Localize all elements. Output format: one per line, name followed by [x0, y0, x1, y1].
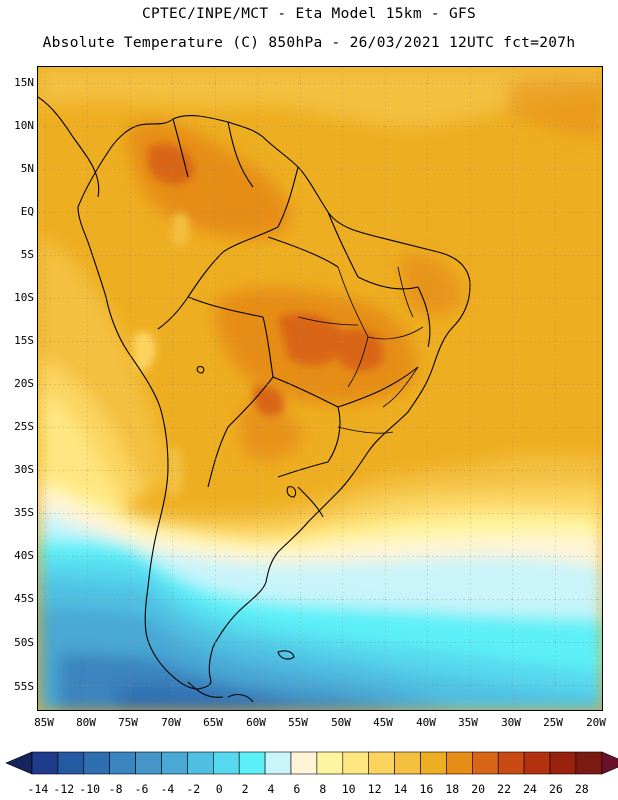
colorbar-swatch — [342, 751, 369, 775]
lon-label: 85W — [34, 716, 54, 729]
colorbar-tick-label: 26 — [548, 782, 563, 796]
colorbar-swatch — [83, 751, 111, 775]
colorbar-tick-label: 4 — [267, 782, 275, 796]
colorbar-swatch — [497, 751, 525, 775]
lat-label: 50S — [14, 636, 34, 649]
colorbar-swatch — [264, 751, 292, 775]
colorbar — [5, 751, 618, 775]
colorbar-swatch — [368, 751, 395, 775]
lon-label: 50W — [331, 716, 351, 729]
colorbar-tick-label: 0 — [215, 782, 223, 796]
colorbar-tick-label: 14 — [393, 782, 408, 796]
colorbar-tick-label: 8 — [319, 782, 327, 796]
lon-label: 25W — [543, 716, 563, 729]
colorbar-tick-label: 6 — [293, 782, 301, 796]
colorbar-swatch — [316, 751, 344, 775]
colorbar-tick-label: -2 — [186, 782, 201, 796]
lon-label: 30W — [501, 716, 521, 729]
lat-label: 20S — [14, 377, 34, 390]
lat-label: EQ — [20, 205, 34, 218]
map-canvas — [38, 67, 602, 710]
colorbar-swatch — [238, 751, 266, 775]
lat-label: 55S — [14, 680, 34, 693]
colorbar-tick-label: -14 — [27, 782, 49, 796]
colorbar-swatch — [549, 751, 577, 775]
lat-label: 45S — [14, 592, 34, 605]
colorbar-tick-label: -6 — [134, 782, 149, 796]
map-title: CPTEC/INPE/MCT - Eta Model 15km - GFS — [141, 6, 477, 22]
colorbar-swatch — [161, 751, 188, 775]
colorbar-tick-label: -10 — [79, 782, 101, 796]
colorbar-swatch — [187, 751, 214, 775]
lon-label: 40W — [416, 716, 436, 729]
lon-label: 35W — [458, 716, 478, 729]
colorbar-tick-label: 20 — [471, 782, 486, 796]
lat-label: 30S — [14, 463, 34, 476]
lat-label: 35S — [14, 506, 34, 519]
colorbar-high-arrow — [601, 751, 618, 775]
graticule — [38, 67, 602, 710]
colorbar-swatch — [471, 751, 499, 775]
lat-label: 10N — [14, 119, 34, 132]
lat-label: 15S — [14, 334, 34, 347]
colorbar-low-arrow — [5, 751, 33, 775]
colorbar-tick-label: 22 — [497, 782, 512, 796]
lon-label: 80W — [76, 716, 96, 729]
lat-label: 25S — [14, 420, 34, 433]
lat-label: 5S — [20, 248, 34, 261]
lon-label: 65W — [203, 716, 223, 729]
colorbar-swatch — [394, 751, 421, 775]
lon-label: 45W — [373, 716, 393, 729]
colorbar-swatch — [290, 751, 318, 775]
colorbar-swatch — [446, 751, 473, 775]
lat-label: 10S — [14, 291, 34, 304]
lon-label: 20W — [586, 716, 606, 729]
colorbar-tick-label: -12 — [53, 782, 75, 796]
colorbar-tick-label: 16 — [419, 782, 434, 796]
lon-label: 70W — [161, 716, 181, 729]
lat-label: 40S — [14, 549, 34, 562]
colorbar-swatch — [109, 751, 136, 775]
temperature-map — [37, 66, 603, 711]
colorbar-swatch — [213, 751, 240, 775]
colorbar-swatch — [57, 751, 85, 775]
colorbar-swatch — [523, 751, 551, 775]
colorbar-swatch — [135, 751, 162, 775]
colorbar-tick-label: 2 — [241, 782, 249, 796]
lon-label: 75W — [118, 716, 138, 729]
colorbar-tick-label: 12 — [367, 782, 382, 796]
colorbar-tick-label: -4 — [160, 782, 175, 796]
colorbar-swatch — [420, 751, 447, 775]
colorbar-swatch — [31, 751, 59, 775]
colorbar-swatch — [575, 751, 603, 775]
colorbar-tick-label: 24 — [523, 782, 537, 796]
lon-label: 60W — [246, 716, 266, 729]
colorbar-tick-label: 18 — [445, 782, 460, 796]
lat-label: 15N — [14, 76, 34, 89]
colorbar-tick-label: -8 — [108, 782, 123, 796]
colorbar-tick-label: 10 — [341, 782, 356, 796]
lat-label: 5N — [20, 162, 34, 175]
lon-label: 55W — [288, 716, 308, 729]
colorbar-tick-label: 28 — [574, 782, 589, 796]
map-subtitle: Absolute Temperature (C) 850hPa - 26/03/… — [42, 35, 576, 51]
